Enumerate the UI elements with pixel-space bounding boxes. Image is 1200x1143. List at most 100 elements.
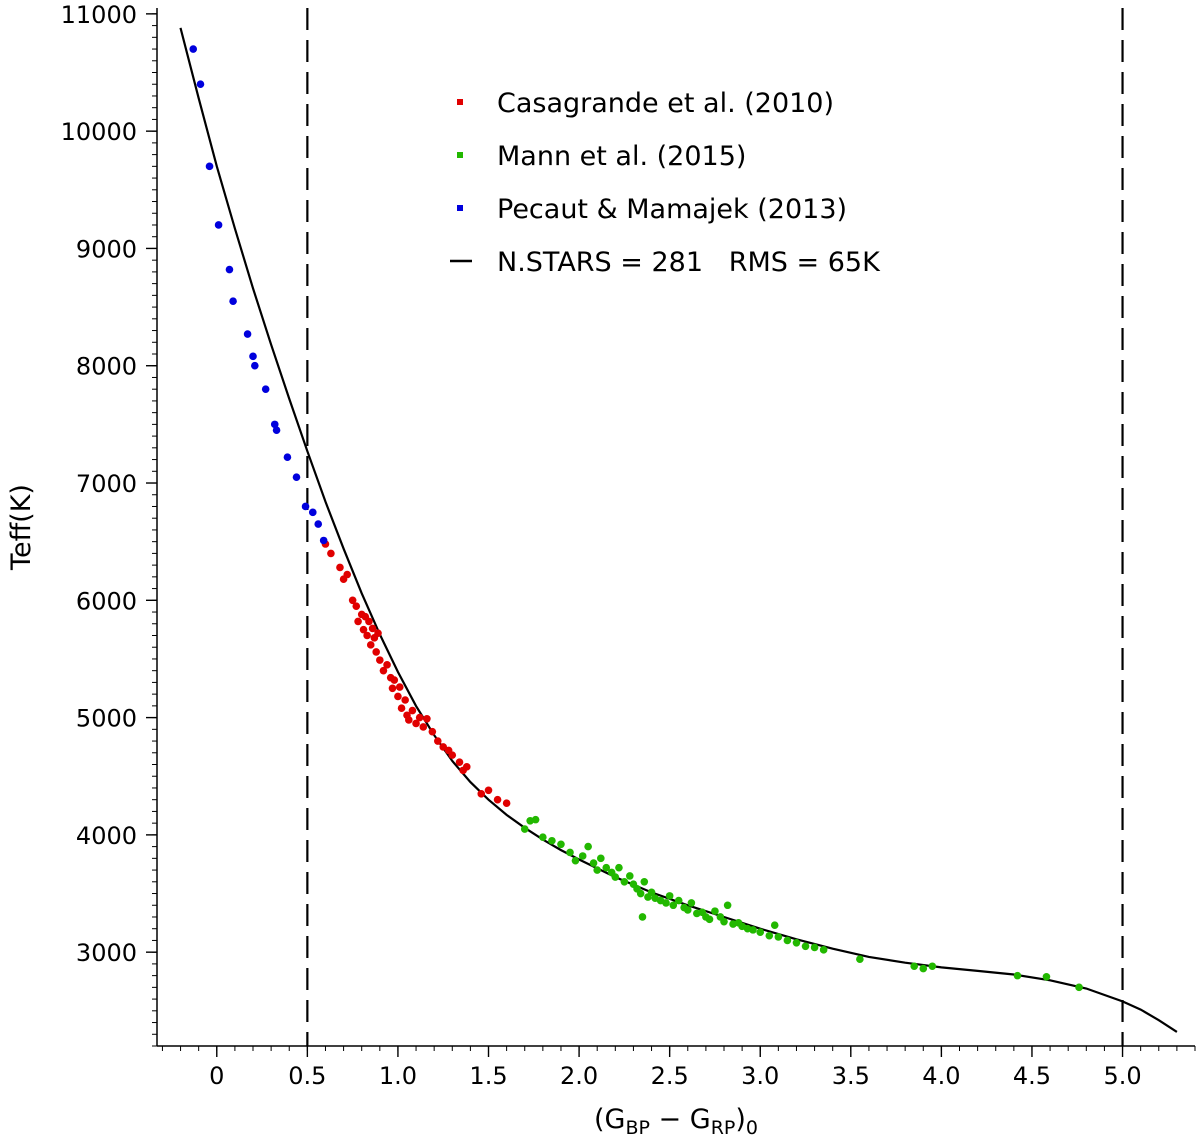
data-point [415, 713, 424, 722]
data-point [548, 836, 556, 845]
data-point [819, 946, 828, 954]
data-point [388, 684, 397, 693]
data-point [589, 859, 598, 867]
data-point [638, 913, 647, 921]
data-point [602, 863, 611, 872]
data-point [448, 751, 457, 759]
data-point [229, 297, 237, 306]
data-point [301, 502, 310, 511]
y-tick-label: 5000 [76, 705, 137, 733]
legend-marker [457, 205, 463, 211]
data-point [352, 602, 361, 610]
x-tick-label: 4.5 [1013, 1062, 1051, 1090]
y-tick-label: 6000 [76, 587, 137, 615]
data-point [225, 265, 234, 274]
data-point [620, 877, 629, 886]
data-point [493, 795, 502, 804]
data-point [810, 943, 819, 952]
data-point [770, 921, 779, 929]
data-point [433, 737, 442, 745]
legend-label: Mann et al. (2015) [497, 141, 746, 172]
data-point [359, 625, 368, 634]
x-tick-label: 0 [209, 1062, 224, 1090]
data-point [705, 915, 714, 924]
reference-lines [306, 8, 1124, 1046]
data-point [571, 856, 580, 865]
data-point [593, 866, 601, 874]
data-point [372, 648, 380, 656]
data-point [462, 763, 471, 771]
data-point [383, 661, 391, 669]
data-point [856, 955, 864, 964]
x-tick-label: 2.0 [560, 1062, 598, 1090]
data-point [520, 825, 529, 833]
data-point [390, 676, 399, 684]
data-point [1042, 973, 1051, 981]
fit-curve-layer [179, 27, 1178, 1033]
y-tick-label: 4000 [76, 822, 137, 850]
fit-curve [179, 27, 1178, 1033]
data-point [636, 889, 645, 898]
data-point [566, 848, 574, 857]
y-tick-label: 3000 [76, 939, 137, 967]
data-point [455, 758, 464, 766]
data-point [584, 842, 592, 851]
data-point [774, 933, 783, 941]
data-point [792, 938, 801, 947]
data-point [557, 840, 565, 849]
legend-label: Casagrande et al. (2010) [497, 88, 834, 119]
data-point [408, 706, 417, 715]
data-point [366, 641, 375, 649]
data-point [189, 45, 198, 53]
data-point [395, 683, 404, 691]
data-point [1075, 983, 1083, 992]
data-point [765, 931, 774, 940]
data-point [647, 888, 656, 897]
data-point [397, 704, 406, 713]
data-point [327, 549, 335, 558]
data-point [270, 420, 279, 429]
data-point [674, 896, 683, 905]
data-point [611, 873, 620, 881]
axes: 0 0.5 1.0 1.5 2.0 2.5 3.0 3.5 4.0 4.5 5.0 3000 4000 5… [61, 1, 1196, 1090]
data-point [919, 964, 928, 973]
data-point [308, 508, 317, 517]
data-point [783, 936, 792, 945]
legend-marker [457, 152, 463, 158]
y-tick-label: 10000 [61, 118, 137, 146]
data-point [214, 221, 223, 229]
data-point [615, 863, 623, 872]
data-point [662, 899, 670, 907]
y-tick-label: 11000 [61, 1, 137, 29]
data-point [401, 696, 409, 704]
data-points-layer [189, 45, 1083, 992]
data-point [578, 852, 587, 860]
x-tick-label: 4.0 [922, 1062, 960, 1090]
y-tick-label: 9000 [76, 235, 137, 263]
data-point [423, 714, 431, 723]
data-point [374, 629, 382, 637]
data-point [669, 901, 678, 910]
data-point [801, 942, 810, 951]
data-point [354, 617, 362, 626]
data-point [243, 330, 252, 338]
data-point [539, 833, 547, 842]
data-point [376, 656, 384, 664]
data-point [196, 80, 205, 89]
data-point [261, 385, 270, 393]
data-point [687, 899, 696, 907]
data-point [405, 716, 413, 724]
data-point [412, 719, 420, 728]
data-point [665, 892, 674, 900]
data-point [336, 563, 344, 572]
y-axis-title: Teff(K) [6, 484, 37, 571]
data-point [251, 361, 259, 370]
x-tick-label: 3.5 [832, 1062, 870, 1090]
data-point [394, 692, 402, 701]
data-point [439, 743, 448, 751]
data-point [749, 926, 757, 934]
data-point [379, 666, 388, 675]
data-point [597, 854, 605, 863]
